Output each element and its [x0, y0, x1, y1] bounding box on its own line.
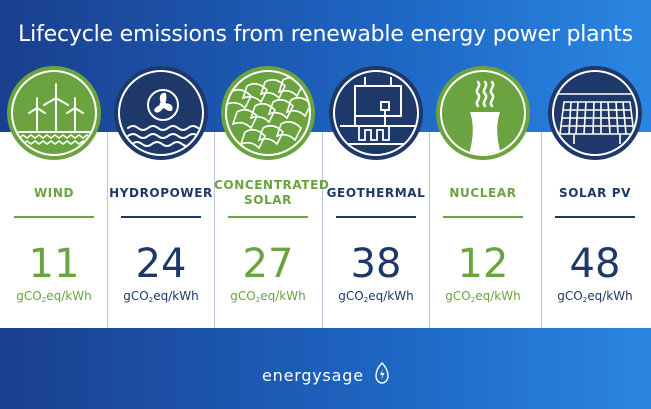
- divider-line: [14, 216, 94, 218]
- emission-value: 24: [135, 241, 187, 287]
- column-divider: [214, 132, 215, 328]
- emission-unit: gCO2eq/kWh: [445, 289, 521, 304]
- cards-panel: [0, 132, 651, 328]
- divider-line: [121, 216, 201, 218]
- card-wind: WIND 11 gCO2eq/kWh: [0, 66, 108, 328]
- water-turbine-icon: [118, 70, 204, 156]
- card-solar-pv: SOLAR PV 48 gCO2eq/kWh: [541, 66, 649, 328]
- wind-turbine-icon: [11, 70, 97, 156]
- nuclear-badge: [436, 66, 530, 160]
- page-title: Lifecycle emissions from renewable energ…: [18, 22, 633, 47]
- emission-value: 27: [242, 241, 294, 287]
- divider-line: [555, 216, 635, 218]
- emission-unit: gCO2eq/kWh: [557, 289, 633, 304]
- cooling-tower-icon: [440, 70, 526, 156]
- geothermal-plant-icon: [333, 70, 419, 156]
- source-name: SOLAR PV: [558, 186, 632, 200]
- emission-unit: gCO2eq/kWh: [230, 289, 306, 304]
- solar-mirror-icon: [225, 70, 311, 156]
- source-name: CONCENTRATED SOLAR: [214, 178, 330, 207]
- emission-unit: gCO2eq/kWh: [16, 289, 92, 304]
- source-name: GEOTHERMAL: [326, 186, 426, 200]
- divider-line: [228, 216, 308, 218]
- emission-value: 12: [457, 241, 509, 287]
- divider-line: [336, 216, 416, 218]
- brand-name: energysage: [262, 365, 364, 385]
- emission-unit: gCO2eq/kWh: [123, 289, 199, 304]
- column-divider: [322, 132, 323, 328]
- column-divider: [107, 132, 108, 328]
- card-geothermal: GEOTHERMAL 38 gCO2eq/kWh: [322, 66, 430, 328]
- source-name: HYDROPOWER: [109, 186, 213, 200]
- emission-value: 48: [569, 241, 621, 287]
- hydropower-badge: [114, 66, 208, 160]
- brand-logo: energysage: [0, 362, 651, 386]
- emission-value: 38: [350, 241, 402, 287]
- concentrated-solar-badge: [221, 66, 315, 160]
- solar-panel-icon: [552, 70, 638, 156]
- column-divider: [429, 132, 430, 328]
- source-name: NUCLEAR: [449, 186, 517, 200]
- emission-unit: gCO2eq/kWh: [338, 289, 414, 304]
- card-nuclear: NUCLEAR 12 gCO2eq/kWh: [429, 66, 537, 328]
- emission-value: 11: [28, 241, 80, 287]
- card-concentrated-solar: CONCENTRATED SOLAR 27 gCO2eq/kWh: [214, 66, 330, 328]
- wind-badge: [7, 66, 101, 160]
- solar-pv-badge: [548, 66, 642, 160]
- leaf-bolt-icon: [375, 362, 389, 388]
- card-hydropower: HYDROPOWER 24 gCO2eq/kWh: [107, 66, 215, 328]
- column-divider: [541, 132, 542, 328]
- divider-line: [443, 216, 523, 218]
- source-name: WIND: [33, 186, 75, 200]
- geothermal-badge: [329, 66, 423, 160]
